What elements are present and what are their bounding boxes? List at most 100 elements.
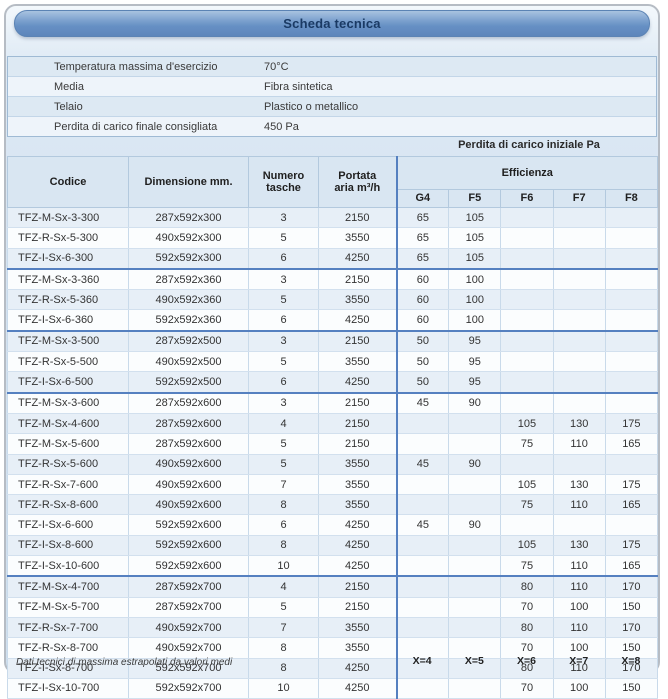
table-row: TFZ-I-Sx-10-700 592x592x700 10 4250 70 100 150 [7,677,658,699]
cell-f5 [448,534,502,557]
cell-f6: 70 [500,596,554,618]
cell-f7: 110 [552,575,606,598]
cell-dimensione: 490x592x600 [128,453,249,475]
cell-f6 [500,227,554,249]
cell-f7: 110 [552,657,606,679]
cell-portata: 2150 [318,412,397,435]
cell-f8: 175 [604,473,658,496]
cell-portata: 4250 [318,309,397,332]
initial-pressure-drop-label: Perdita di carico iniziale Pa [458,139,600,151]
cell-f5: 105 [448,227,502,249]
cell-portata: 3550 [318,637,397,659]
table-row: TFZ-R-Sx-5-360 490x592x360 5 3550 60 100 [7,289,658,311]
cell-tasche: 5 [248,453,319,475]
cell-g4: 50 [395,371,450,394]
col-header-dimensione: Dimensione mm. [128,156,249,208]
cell-f8: 175 [604,534,658,557]
header-line-2: aria m³/h [334,182,381,194]
cell-codice: TFZ-M-Sx-3-300 [7,206,129,229]
cell-tasche: 5 [248,596,319,618]
cell-tasche: 10 [248,555,319,577]
cell-codice: TFZ-R-Sx-8-700 [7,637,129,659]
table-row: TFZ-M-Sx-3-600 287x592x600 3 2150 45 90 [7,391,658,414]
cell-portata: 4250 [318,555,397,577]
cell-g4: 65 [395,206,450,229]
x-label-5: X=5 [464,655,484,667]
cell-codice: TFZ-I-Sx-6-500 [7,371,129,394]
cell-f7 [552,227,606,249]
table-row: TFZ-I-Sx-6-500 592x592x500 6 4250 50 95 [7,371,658,394]
cell-dimensione: 592x592x600 [128,534,249,557]
header-line-2: tasche [266,182,301,194]
cell-codice: TFZ-M-Sx-5-700 [7,596,129,618]
table-row: TFZ-I-Sx-6-360 592x592x360 6 4250 60 100 [7,309,658,332]
cell-f8: 165 [604,555,658,577]
cell-portata: 3550 [318,616,397,639]
cell-f5: 100 [448,267,502,291]
datasheet-panel: Scheda tecnica Temperatura massima d'ese… [4,4,660,699]
cell-portata: 2150 [318,596,397,618]
cell-f8: 175 [604,412,658,435]
specs-table: Temperatura massima d'esercizio 70°C Med… [7,56,657,137]
cell-dimensione: 592x592x700 [128,657,249,679]
spec-label: Media [54,80,84,93]
cell-f8 [604,351,658,373]
cell-f8: 150 [604,677,658,699]
cell-codice: TFZ-I-Sx-6-360 [7,309,129,332]
cell-tasche: 5 [248,227,319,249]
cell-portata: 3550 [318,227,397,249]
cell-portata: 4250 [318,514,397,536]
cell-f5: 95 [448,371,502,394]
cell-f7 [552,453,606,475]
cell-f5 [448,596,502,618]
cell-g4 [395,494,450,516]
cell-f7 [552,267,606,291]
cell-f6 [500,391,554,414]
cell-g4 [395,616,450,639]
col-header-f7: F7 [552,189,606,208]
cell-dimensione: 490x592x700 [128,616,249,639]
spec-value: Fibra sintetica [264,80,333,93]
cell-f5: 100 [448,289,502,311]
cell-f6: 75 [500,433,554,455]
cell-f7: 110 [552,433,606,455]
cell-f7: 130 [552,534,606,557]
header-line-1: Portata [338,170,377,182]
cell-dimensione: 490x592x300 [128,227,249,249]
cell-tasche: 5 [248,351,319,373]
cell-codice: TFZ-M-Sx-4-600 [7,412,129,435]
cell-f7 [552,329,606,353]
cell-dimensione: 592x592x600 [128,514,249,536]
spec-label: Perdita di carico finale consigliata [54,120,218,133]
cell-tasche: 5 [248,433,319,455]
cell-f6 [500,267,554,291]
page: { "title": "Scheda tecnica", "specs": { … [4,4,660,699]
col-header-codice: Codice [7,156,129,208]
cell-f6 [500,453,554,475]
cell-g4 [395,575,450,598]
cell-f5 [448,677,502,699]
cell-dimensione: 287x592x700 [128,596,249,618]
cell-g4: 60 [395,289,450,311]
table-row: TFZ-I-Sx-6-300 592x592x300 6 4250 65 105 [7,247,658,270]
cell-f7 [552,371,606,394]
table-row: TFZ-I-Sx-6-600 592x592x600 6 4250 45 90 [7,514,658,536]
cell-dimensione: 592x592x300 [128,247,249,270]
cell-portata: 2150 [318,329,397,353]
cell-dimensione: 287x592x700 [128,575,249,598]
table-head: Codice Dimensione mm. Numero tasche Porta… [7,156,658,208]
cell-g4 [395,677,450,699]
table-body: TFZ-M-Sx-3-300 287x592x300 3 2150 65 105 TFZ-R… [7,206,658,699]
cell-f5 [448,412,502,435]
spec-row: Media Fibra sintetica [8,76,656,96]
cell-f7: 110 [552,494,606,516]
cell-tasche: 6 [248,371,319,394]
cell-tasche: 4 [248,575,319,598]
cell-f8 [604,247,658,270]
cell-f8 [604,329,658,353]
cell-portata: 3550 [318,494,397,516]
cell-f6: 75 [500,555,554,577]
cell-tasche: 8 [248,534,319,557]
cell-f6 [500,371,554,394]
cell-tasche: 3 [248,206,319,229]
